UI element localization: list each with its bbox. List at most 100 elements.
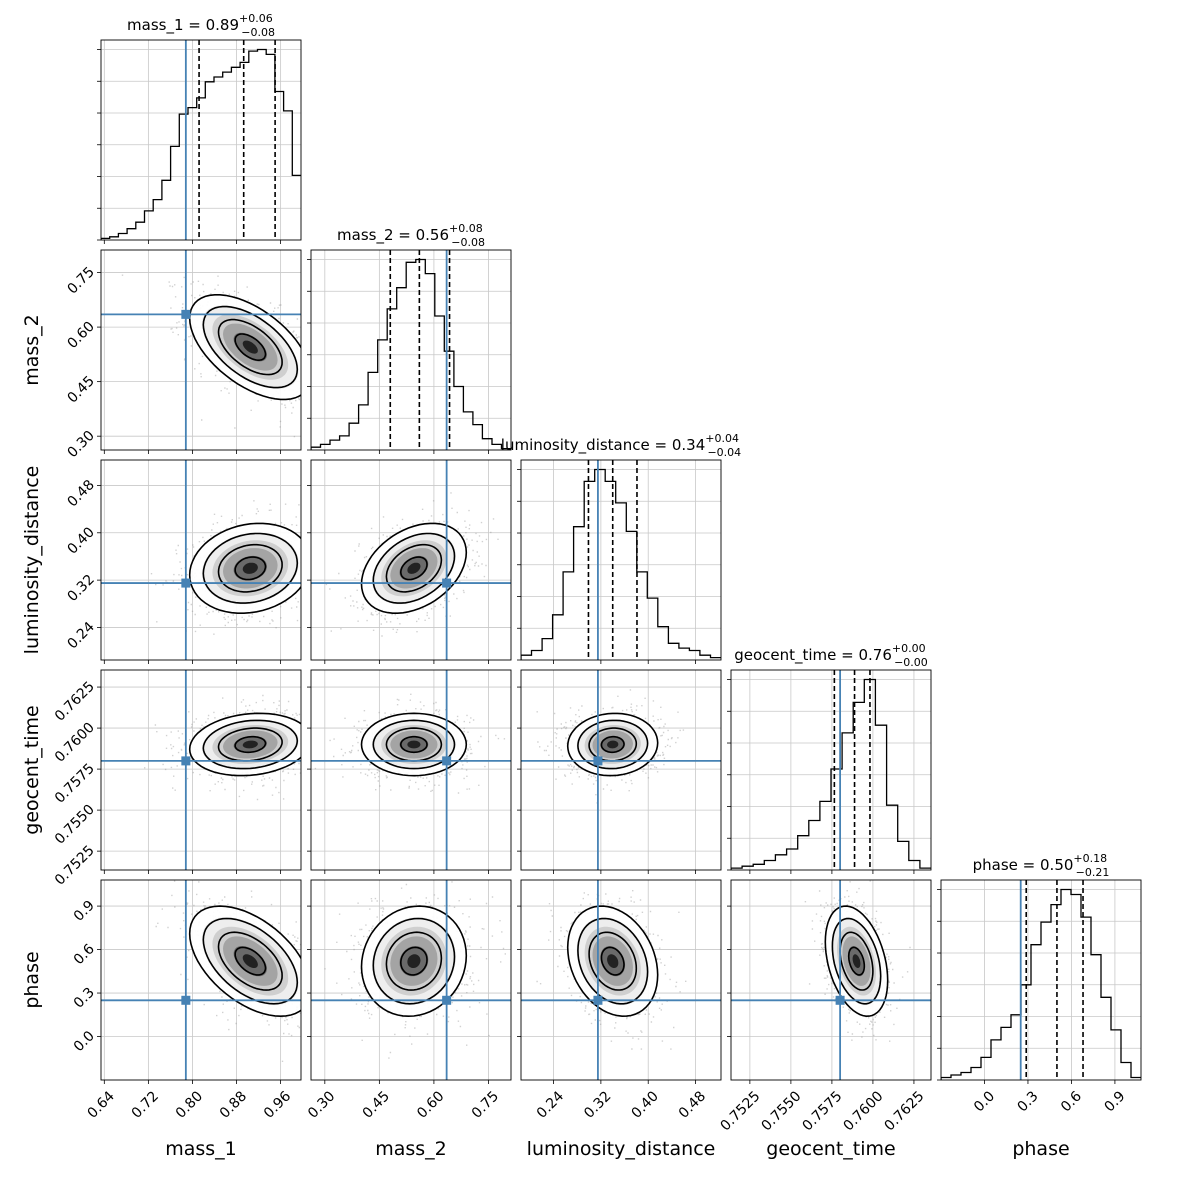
panel-geocent_time-phase (727, 879, 932, 1084)
y-tick-label: 0.7575 (52, 761, 98, 807)
title-geocent_time: geocent_time = 0.76+0.00 −0.00 (734, 642, 928, 669)
y-axis-label-geocent_time: geocent_time (21, 705, 43, 834)
x-tick-label: 0.6 (1058, 1088, 1085, 1115)
y-tick-label: 0.30 (64, 428, 97, 461)
y-tick-label: 0.48 (64, 477, 97, 510)
x-tick-label: 0.7600 (841, 1088, 887, 1134)
density-level (407, 954, 421, 968)
density-level (407, 562, 421, 574)
contour-line (588, 727, 638, 762)
truth-marker (835, 995, 845, 1005)
panel-frame (100, 669, 302, 871)
contour-line (188, 905, 301, 1018)
panel-frame (310, 879, 512, 1081)
contour-line (577, 917, 649, 1005)
contour-line (372, 917, 456, 1005)
contour-line (202, 305, 299, 389)
y-tick-label: 0.32 (64, 572, 97, 605)
panel-frame (730, 879, 932, 1081)
panel-frame (310, 669, 512, 871)
histogram-step (311, 258, 511, 450)
panel-frame (100, 879, 302, 1081)
density-level (407, 740, 421, 749)
contour-line (847, 946, 866, 976)
x-tick-label: 0.40 (628, 1088, 661, 1121)
contour-line (600, 735, 625, 754)
contour-line (385, 931, 443, 991)
density-level (242, 954, 258, 968)
density-level (242, 562, 258, 574)
x-axis-label-luminosity_distance: luminosity_distance (527, 1138, 716, 1160)
truth-marker (181, 995, 191, 1005)
truth-marker (442, 578, 452, 588)
contour-line (202, 917, 299, 1005)
panel-luminosity_distance-luminosity_distance: luminosity_distance = 0.34+0.04 −0.04 (501, 432, 741, 664)
truth-marker (442, 756, 452, 766)
y-tick-label: 0.9 (71, 898, 98, 925)
contour-line (234, 735, 267, 754)
y-axis-label-phase: phase (21, 951, 43, 1008)
panel-phase-phase: phase = 0.50+0.18 −0.21 (937, 852, 1142, 1084)
y-tick-label: 0.7550 (52, 802, 98, 848)
x-axis-label-mass_2: mass_2 (375, 1138, 447, 1160)
x-tick-label: 0.32 (581, 1088, 614, 1121)
y-tick-label: 0.0 (71, 1028, 98, 1055)
truth-marker (593, 756, 603, 766)
x-tick-label: 0.75 (469, 1088, 502, 1121)
x-axis-label-phase: phase (1012, 1138, 1069, 1160)
title-mass_1: mass_1 = 0.89+0.06 −0.08 (127, 12, 275, 39)
x-tick-label: 0.64 (85, 1088, 118, 1121)
title-phase: phase = 0.50+0.18 −0.21 (973, 852, 1110, 879)
x-tick-label: 0.88 (217, 1088, 250, 1121)
y-tick-label: 0.40 (64, 524, 97, 557)
panel-mass_1-luminosity_distance (97, 459, 302, 664)
x-tick-label: 0.24 (534, 1088, 567, 1121)
density-level (242, 340, 258, 354)
contour-line (372, 532, 456, 604)
x-tick-label: 0.7550 (759, 1088, 805, 1134)
contour-line (824, 905, 889, 1018)
title-luminosity_distance: luminosity_distance = 0.34+0.04 −0.04 (501, 432, 741, 459)
x-tick-label: 0.7575 (800, 1088, 846, 1134)
panel-mass_1-phase (97, 879, 302, 1084)
contour-line (566, 905, 659, 1018)
x-tick-label: 0.7625 (882, 1088, 928, 1134)
panel-frame (520, 879, 722, 1081)
contour-line (399, 556, 428, 581)
contour-line (360, 522, 468, 614)
y-tick-label: 0.60 (64, 319, 97, 352)
contour-line (234, 333, 267, 361)
panel-mass_2-phase (307, 879, 512, 1084)
x-tick-label: 0.96 (261, 1088, 294, 1121)
truth-marker (181, 578, 191, 588)
density-level (607, 740, 619, 749)
x-tick-label: 0.48 (676, 1088, 709, 1121)
panel-luminosity_distance-geocent_time (517, 669, 722, 874)
y-tick-label: 0.7525 (52, 843, 98, 889)
panel-frame (520, 459, 722, 661)
panel-frame (100, 459, 302, 661)
panel-frame (940, 879, 1142, 1081)
contour-line (385, 727, 443, 762)
x-tick-label: 0.80 (173, 1088, 206, 1121)
panel-frame (100, 39, 302, 241)
contour-line (588, 931, 638, 991)
x-tick-label: 0.3 (1015, 1088, 1042, 1115)
panel-frame (100, 249, 302, 451)
panel-luminosity_distance-phase (517, 879, 722, 1084)
contour-line (577, 719, 649, 770)
contour-line (831, 917, 882, 1005)
contour-line (217, 727, 283, 762)
x-tick-label: 0.0 (971, 1088, 998, 1115)
y-tick-label: 0.24 (64, 619, 97, 652)
panel-mass_2-mass_2: mass_2 = 0.56+0.08 −0.08 (307, 222, 512, 454)
contour-line (566, 712, 659, 777)
panel-geocent_time-geocent_time: geocent_time = 0.76+0.00 −0.00 (727, 642, 932, 874)
density-level (852, 954, 861, 968)
panel-mass_1-mass_2 (97, 249, 302, 454)
truth-marker (181, 756, 191, 766)
contour-line (600, 946, 625, 976)
panel-frame (310, 459, 512, 661)
title-mass_2: mass_2 = 0.56+0.08 −0.08 (337, 222, 485, 249)
y-axis-label-luminosity_distance: luminosity_distance (21, 466, 43, 655)
